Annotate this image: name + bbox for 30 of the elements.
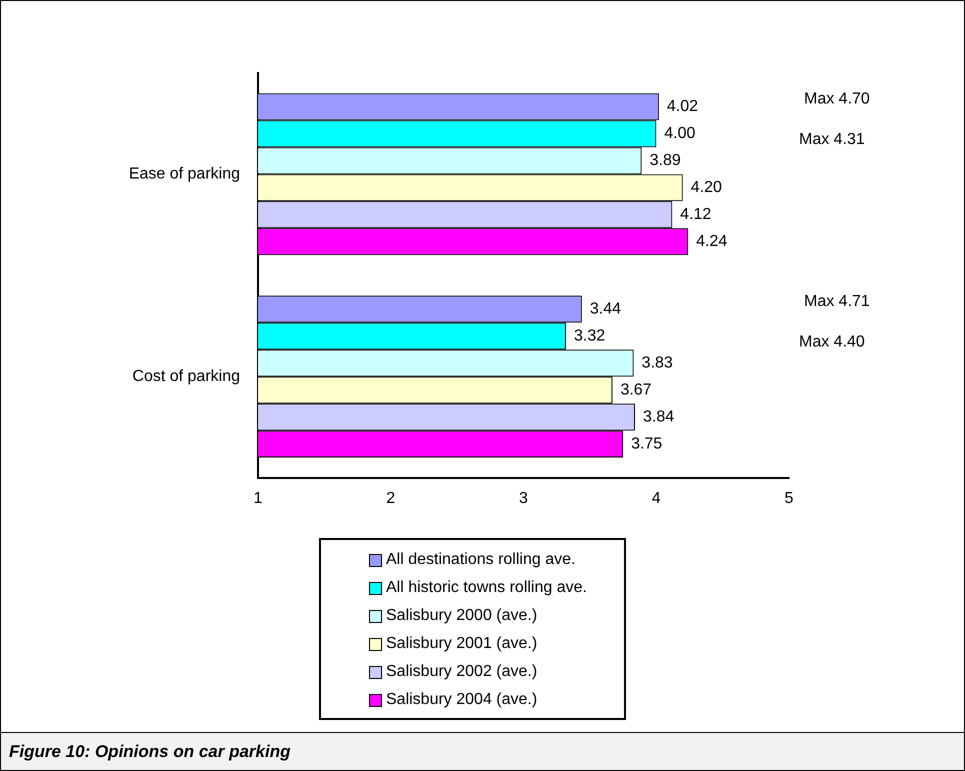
y-tick-label: Cost of parking [132, 368, 240, 386]
x-tick-label: 2 [386, 490, 396, 507]
text: Max 4.40 [799, 334, 865, 351]
legend-label: Salisbury 2002 (ave.) [386, 663, 538, 681]
data-label: 4.02 [666, 98, 698, 116]
x-tick-label: 1 [254, 490, 263, 507]
data-label: 3.44 [590, 300, 622, 318]
legend-label: Salisbury 2004 (ave.) [386, 691, 538, 709]
x-tick-label: 4 [652, 490, 661, 507]
text: Max 4.70 [804, 90, 870, 108]
x-tick-label: 3 [519, 490, 528, 507]
legend-label: Salisbury 2000 (ave.) [386, 607, 538, 625]
legend-label: All destinations rolling ave. [386, 551, 576, 569]
legend-label: All historic towns rolling ave. [386, 579, 587, 597]
data-label: 3.67 [620, 382, 652, 398]
legend-label: Salisbury 2001 (ave.) [386, 635, 538, 653]
data-label: 4.00 [664, 125, 696, 142]
text: Max 4.31 [799, 131, 865, 148]
data-label: 3.89 [650, 152, 681, 170]
data-label: 4.24 [696, 233, 728, 250]
text: Max 4.71 [804, 293, 870, 310]
x-tick-label: 5 [784, 490, 794, 507]
data-label: 3.83 [642, 354, 673, 372]
text: Figure 10: Opinions on car parking [1, 732, 964, 770]
data-label: 4.12 [680, 206, 712, 224]
y-tick-label: Ease of parking [128, 166, 240, 183]
data-label: 3.32 [574, 328, 606, 345]
data-label: 4.20 [690, 179, 722, 196]
data-label: 3.84 [643, 408, 674, 426]
data-label: 3.75 [631, 435, 662, 452]
